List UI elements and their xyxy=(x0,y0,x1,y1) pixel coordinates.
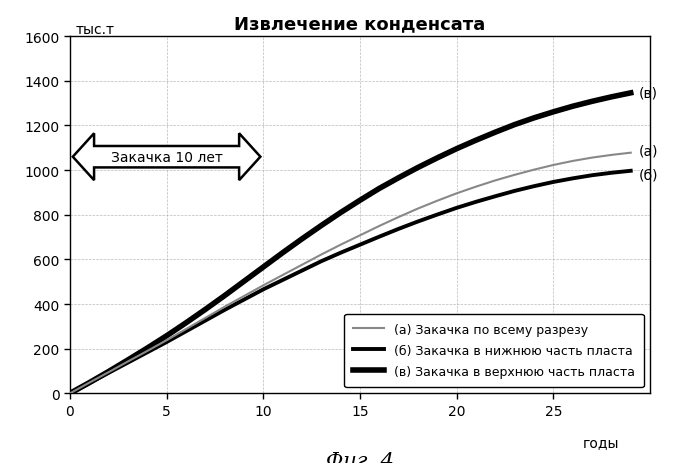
Text: (в): (в) xyxy=(638,87,658,100)
Text: (а): (а) xyxy=(638,144,658,158)
Text: Закачка 10 лет: Закачка 10 лет xyxy=(110,150,222,164)
Legend: (а) Закачка по всему разрезу, (б) Закачка в нижнюю часть пласта, (в) Закачка в в: (а) Закачка по всему разрезу, (б) Закачк… xyxy=(344,314,644,388)
Polygon shape xyxy=(73,134,261,181)
Text: тыс.т: тыс.т xyxy=(75,23,115,37)
Text: (б): (б) xyxy=(638,169,658,182)
Text: Фиг. 4: Фиг. 4 xyxy=(326,450,394,463)
Text: годы: годы xyxy=(582,435,619,449)
Title: Извлечение конденсата: Извлечение конденсата xyxy=(234,15,486,33)
